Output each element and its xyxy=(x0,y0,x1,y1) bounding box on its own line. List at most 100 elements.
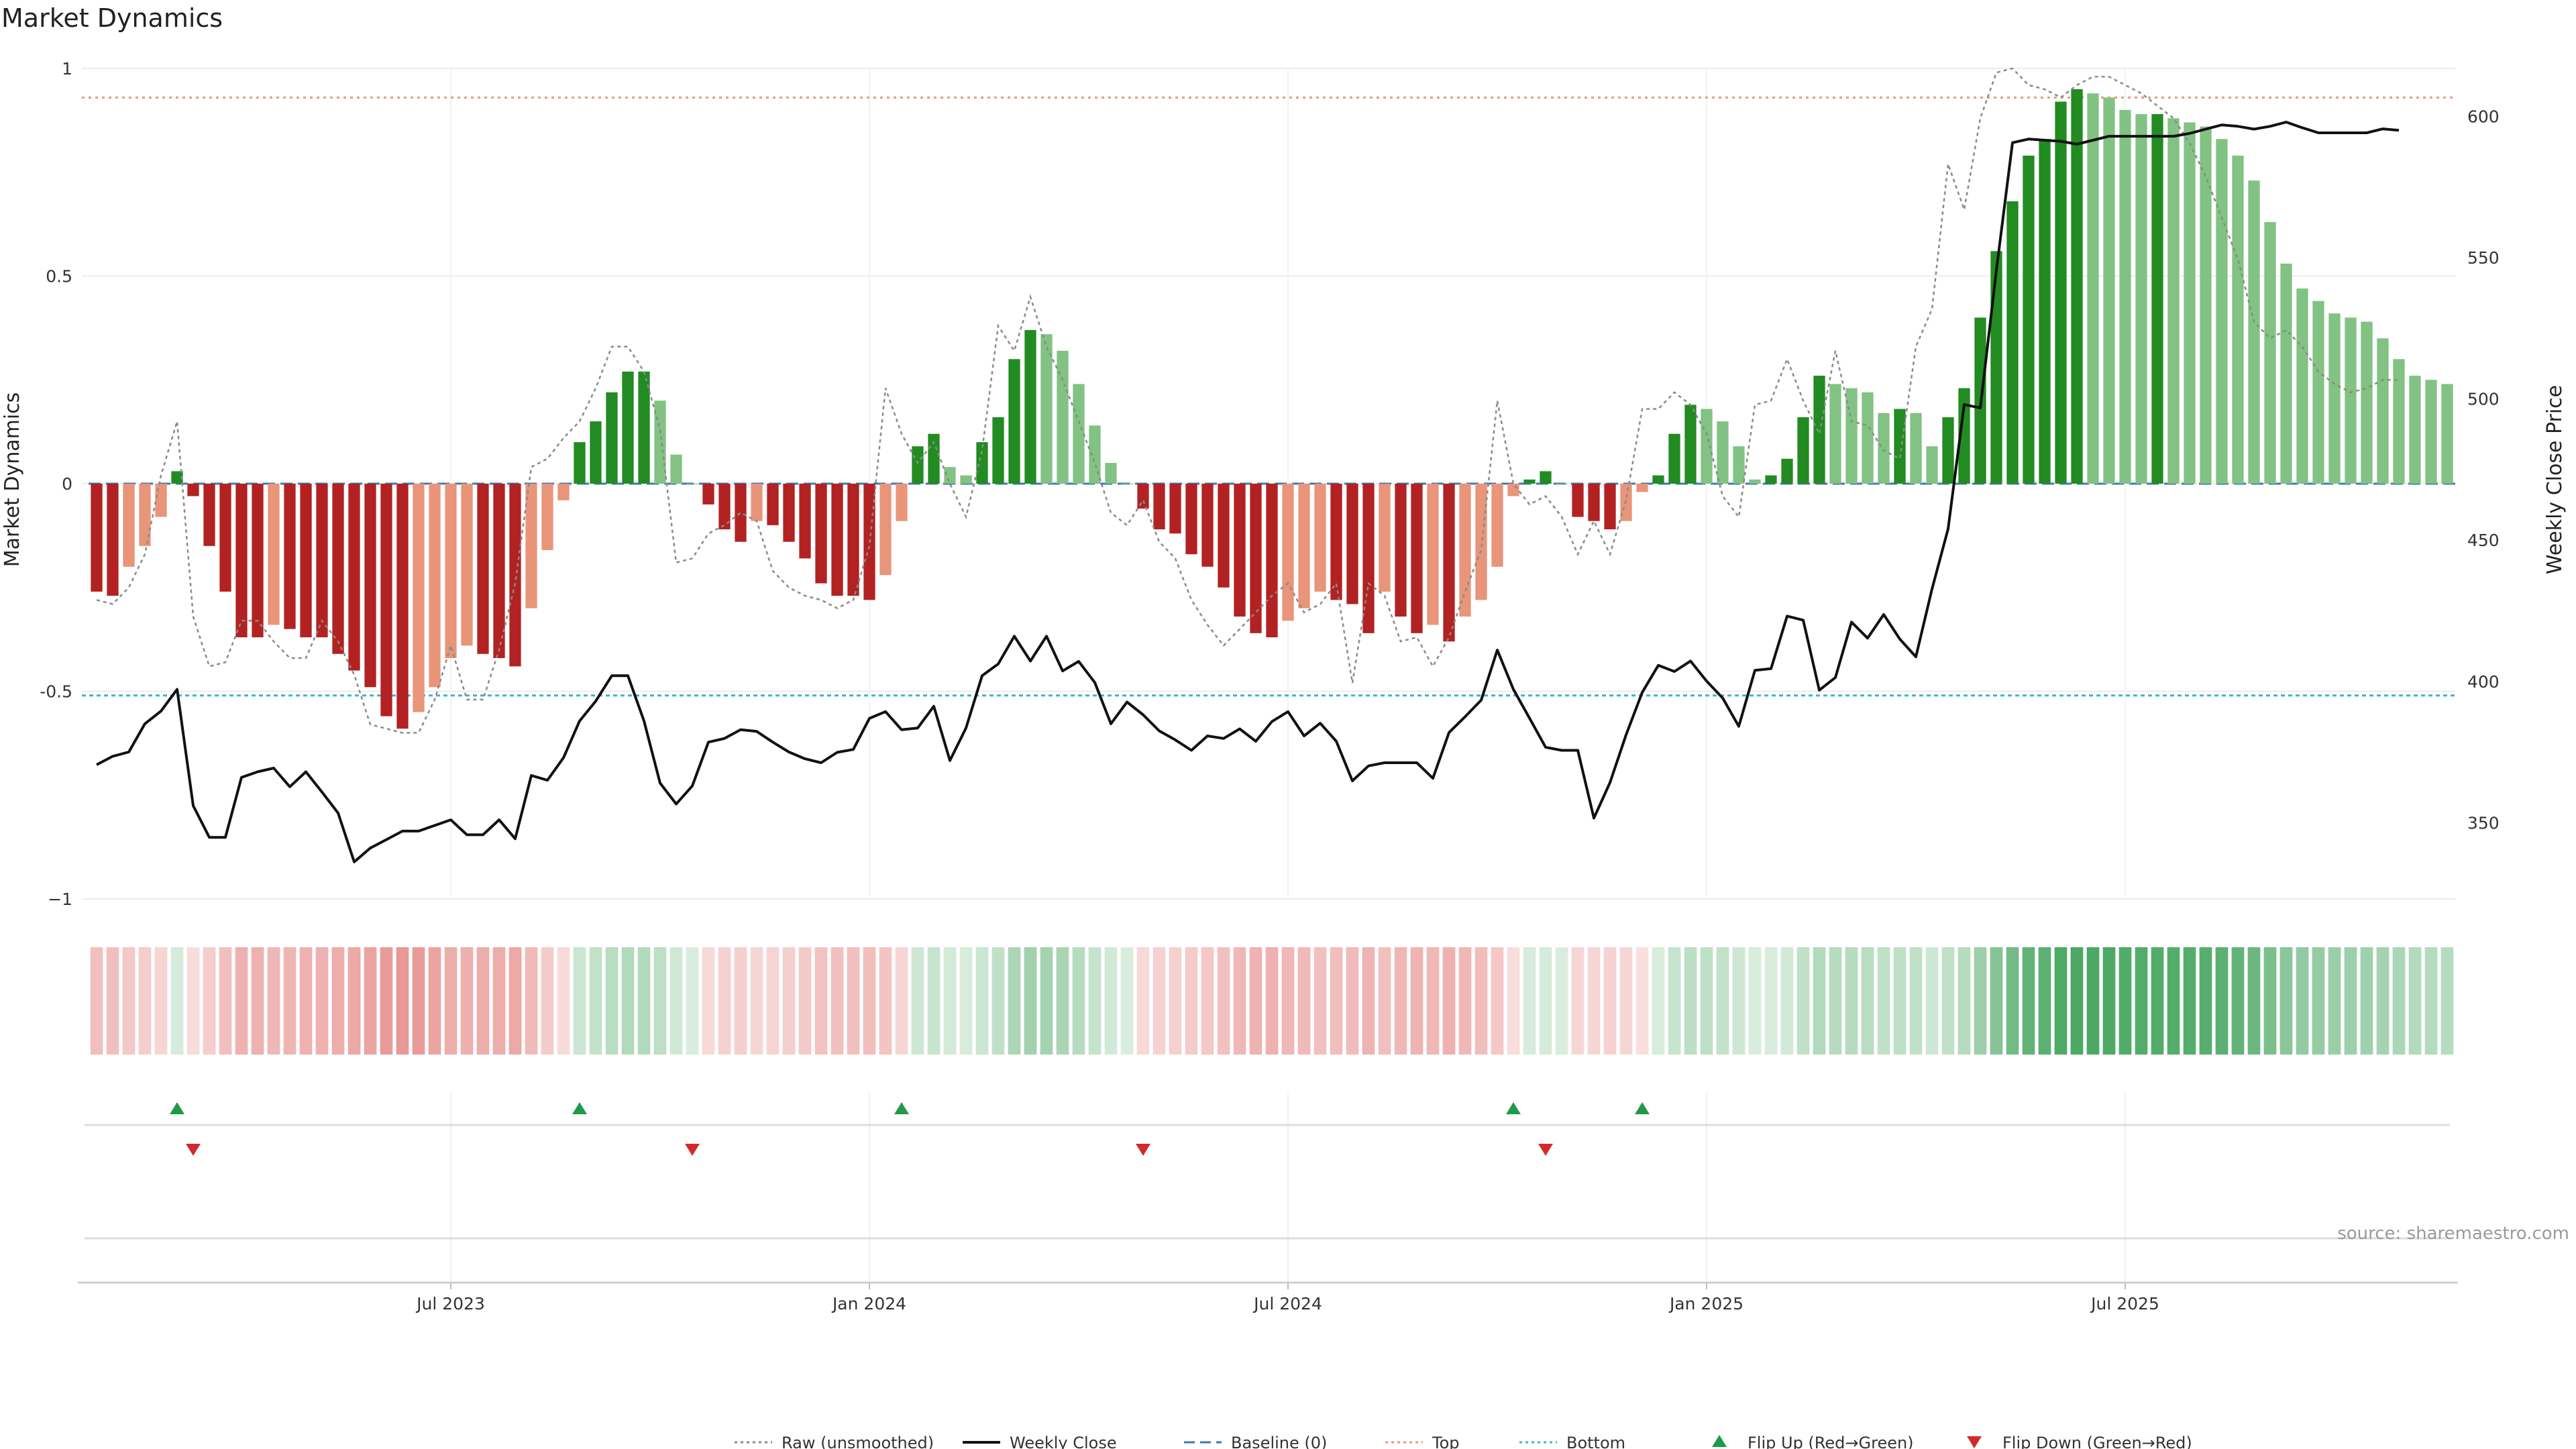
regime-cell xyxy=(653,947,667,1055)
regime-cell xyxy=(1684,947,1697,1055)
dynamics-bar xyxy=(2200,126,2212,484)
flip-down-marker xyxy=(685,1144,700,1156)
dynamics-bar xyxy=(413,484,425,712)
regime-cell xyxy=(1941,947,1955,1055)
regime-cell xyxy=(1893,947,1907,1055)
regime-cell xyxy=(1362,947,1375,1055)
dynamics-bar xyxy=(1346,484,1358,604)
regime-cell xyxy=(2167,947,2180,1055)
regime-cell xyxy=(1056,947,1069,1055)
regime-cell xyxy=(1925,947,1939,1055)
dynamics-bar xyxy=(2361,321,2373,484)
legend-item: Baseline (0) xyxy=(1184,1434,1327,1449)
dynamics-bar xyxy=(171,471,183,484)
dynamics-bar xyxy=(2409,376,2421,484)
regime-cell xyxy=(460,947,474,1055)
flip-up-marker xyxy=(572,1102,587,1114)
regime-cell xyxy=(1330,947,1343,1055)
dynamics-bar xyxy=(1797,417,1809,484)
dynamics-bar xyxy=(1781,458,1793,484)
dynamics-bar xyxy=(670,454,682,484)
regime-cell xyxy=(541,947,554,1055)
dynamics-bar xyxy=(2280,263,2292,484)
dynamics-bar xyxy=(896,484,908,521)
dynamics-bar xyxy=(1201,484,1214,567)
regime-cell xyxy=(2231,947,2245,1055)
dynamics-bar xyxy=(831,484,843,596)
dynamics-bar xyxy=(1395,484,1407,617)
regime-cell xyxy=(750,947,763,1055)
dynamics-bar xyxy=(847,484,859,596)
dynamics-bar xyxy=(1540,471,1552,484)
regime-cell xyxy=(1555,947,1568,1055)
right-tick-label: 600 xyxy=(2467,107,2500,127)
dynamics-bar xyxy=(1990,251,2002,484)
regime-cell xyxy=(2038,947,2051,1055)
regime-cell xyxy=(299,947,313,1055)
dynamics-bar xyxy=(1523,479,1536,484)
regime-cell xyxy=(122,947,136,1055)
dynamics-bar xyxy=(1169,484,1181,534)
regime-cell xyxy=(1169,947,1182,1055)
dynamics-bar xyxy=(1089,425,1101,484)
x-tick-label: Jan 2025 xyxy=(1668,1294,1743,1313)
dynamics-bar xyxy=(1330,484,1342,600)
regime-cell xyxy=(2360,947,2373,1055)
dynamics-bar xyxy=(396,484,409,729)
regime-cell xyxy=(2279,947,2293,1055)
flip-up-marker xyxy=(1635,1102,1650,1114)
dynamics-bar xyxy=(1185,484,1197,555)
regime-cell xyxy=(702,947,715,1055)
dynamics-bar xyxy=(235,484,248,638)
raw-series xyxy=(96,67,2399,734)
right-tick-label: 450 xyxy=(2467,531,2500,550)
dynamics-bar xyxy=(1427,484,1439,625)
regime-cell xyxy=(331,947,345,1055)
legend: Raw (unsmoothed) Weekly Close Baseline (0)… xyxy=(735,1434,2192,1449)
dynamics-bar xyxy=(992,417,1004,484)
regime-cell xyxy=(106,947,119,1055)
dynamics-bar xyxy=(1572,484,1584,517)
dynamics-bar xyxy=(203,484,215,546)
dynamics-bar xyxy=(2248,180,2260,484)
regime-cell xyxy=(766,947,780,1055)
dynamics-bar xyxy=(1137,484,1149,509)
regime-cell xyxy=(1442,947,1456,1055)
weekly-close-line xyxy=(96,121,2400,863)
dynamics-bar xyxy=(332,484,344,654)
legend-flip-down-icon xyxy=(1967,1436,1982,1448)
regime-cell xyxy=(1394,947,1407,1055)
regime-cell xyxy=(1990,947,2003,1055)
regime-cell xyxy=(669,947,683,1055)
regime-cell xyxy=(2086,947,2100,1055)
right-tick-label: 350 xyxy=(2467,813,2500,833)
dynamics-bar xyxy=(1668,433,1680,484)
dynamics-bar xyxy=(799,484,811,559)
dynamics-bar xyxy=(2216,139,2228,484)
dynamics-bar xyxy=(1379,484,1391,592)
regime-cell xyxy=(1217,947,1230,1055)
regime-cell xyxy=(2312,947,2325,1055)
regime-cell xyxy=(2328,947,2341,1055)
dynamics-bar xyxy=(461,484,473,646)
dynamics-bar xyxy=(2345,317,2357,484)
regime-cell xyxy=(895,947,908,1055)
regime-cell xyxy=(476,947,490,1055)
regime-cell xyxy=(1233,947,1246,1055)
regime-cell xyxy=(1265,947,1279,1055)
right-axis-label: Weekly Close Price xyxy=(2543,385,2567,574)
dynamics-bar xyxy=(1910,413,1922,484)
left-axis-label: Market Dynamics xyxy=(1,392,24,568)
regime-cell xyxy=(2263,947,2277,1055)
dynamics-bar xyxy=(2151,114,2163,484)
regime-cell xyxy=(1201,947,1214,1055)
regime-cell xyxy=(927,947,941,1055)
regime-cell xyxy=(1185,947,1198,1055)
regime-cell xyxy=(219,947,232,1055)
regime-cell xyxy=(718,947,731,1055)
regime-cell xyxy=(2183,947,2196,1055)
left-tick-label: 0.5 xyxy=(46,267,72,286)
regime-cell xyxy=(1539,947,1552,1055)
x-axis-ticks: Jul 2023 Jan 2024 Jul 2024 Jan 2025 Jul 2025 xyxy=(415,1283,2159,1313)
dynamics-bar xyxy=(187,484,199,496)
